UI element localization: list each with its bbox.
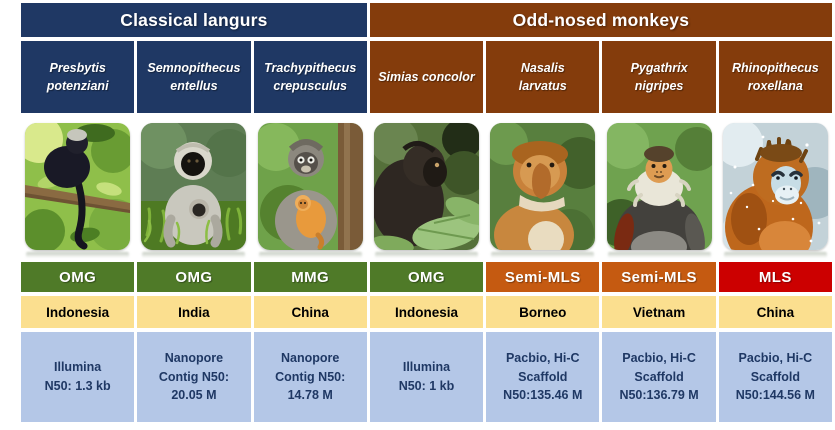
category-badge-omg: OMG: [137, 262, 251, 292]
group-header-odd-nosed-monkeys: Odd-nosed monkeys: [369, 3, 832, 37]
category-badge-mls: MLS: [718, 262, 832, 292]
photo-cell: [137, 117, 250, 258]
photo-reflection: [607, 252, 711, 258]
photo-cell: [370, 117, 483, 258]
category-badge-semi-mls: Semi-MLS: [602, 262, 716, 292]
photo-presbytis-potenziani: [25, 123, 131, 250]
platform-stats: Pacbio, Hi-C Scaffold N50:135.46 M: [486, 332, 600, 422]
origin-china: China: [253, 296, 367, 328]
species-presbytis-potenziani: Presbytis potenziani: [21, 41, 135, 113]
category-badge-omg: OMG: [369, 262, 484, 292]
species-rhinopithecus-roxellana: Rhinopithecus roxellana: [718, 41, 832, 113]
species-pygathrix-nigripes: Pygathrix nigripes: [602, 41, 716, 113]
photo-reflection: [491, 252, 595, 258]
platform-stats: Illumina N50: 1 kb: [369, 332, 484, 422]
photo-reflection: [374, 252, 478, 258]
species-nasalis-larvatus: Nasalis larvatus: [486, 41, 600, 113]
species-simias-concolor: Simias concolor: [369, 41, 484, 113]
photo-pygathrix-nigripes: [606, 123, 712, 250]
photo-cell: [486, 117, 599, 258]
photo-cell: [719, 117, 832, 258]
origin-india: India: [137, 296, 251, 328]
platform-stats: Nanopore Contig N50: 20.05 M: [137, 332, 251, 422]
photo-simias-concolor: [373, 123, 479, 250]
photo-nasalis-larvatus: [490, 123, 596, 250]
category-badge-omg: OMG: [21, 262, 135, 292]
photo-reflection: [142, 252, 246, 258]
origin-indonesia: Indonesia: [21, 296, 135, 328]
category-badge-semi-mls: Semi-MLS: [486, 262, 600, 292]
species-semnopithecus-entellus: Semnopithecus entellus: [137, 41, 251, 113]
origin-borneo: Borneo: [486, 296, 600, 328]
origin-indonesia: Indonesia: [369, 296, 484, 328]
group-header-classical-langurs: Classical langurs: [21, 3, 367, 37]
photo-reflection: [26, 252, 130, 258]
photo-cell: [602, 117, 715, 258]
species-comparison-table: Classical langurs Odd-nosed monkeys Pres…: [21, 3, 832, 422]
photo-rhinopithecus-roxellana: [722, 123, 828, 250]
photo-trachypithecus-crepusculus: [257, 123, 363, 250]
photo-cell: [254, 117, 367, 258]
platform-stats: Illumina N50: 1.3 kb: [21, 332, 135, 422]
origin-vietnam: Vietnam: [602, 296, 716, 328]
origin-china: China: [718, 296, 832, 328]
category-badge-mmg: MMG: [253, 262, 367, 292]
photo-reflection: [258, 252, 362, 258]
species-trachypithecus-crepusculus: Trachypithecus crepusculus: [253, 41, 367, 113]
photo-cell: [21, 117, 134, 258]
platform-stats: Nanopore Contig N50: 14.78 M: [253, 332, 367, 422]
platform-stats: Pacbio, Hi-C Scaffold N50:144.56 M: [718, 332, 832, 422]
photo-reflection: [723, 252, 827, 258]
platform-stats: Pacbio, Hi-C Scaffold N50:136.79 M: [602, 332, 716, 422]
photo-semnopithecus-entellus: [141, 123, 247, 250]
